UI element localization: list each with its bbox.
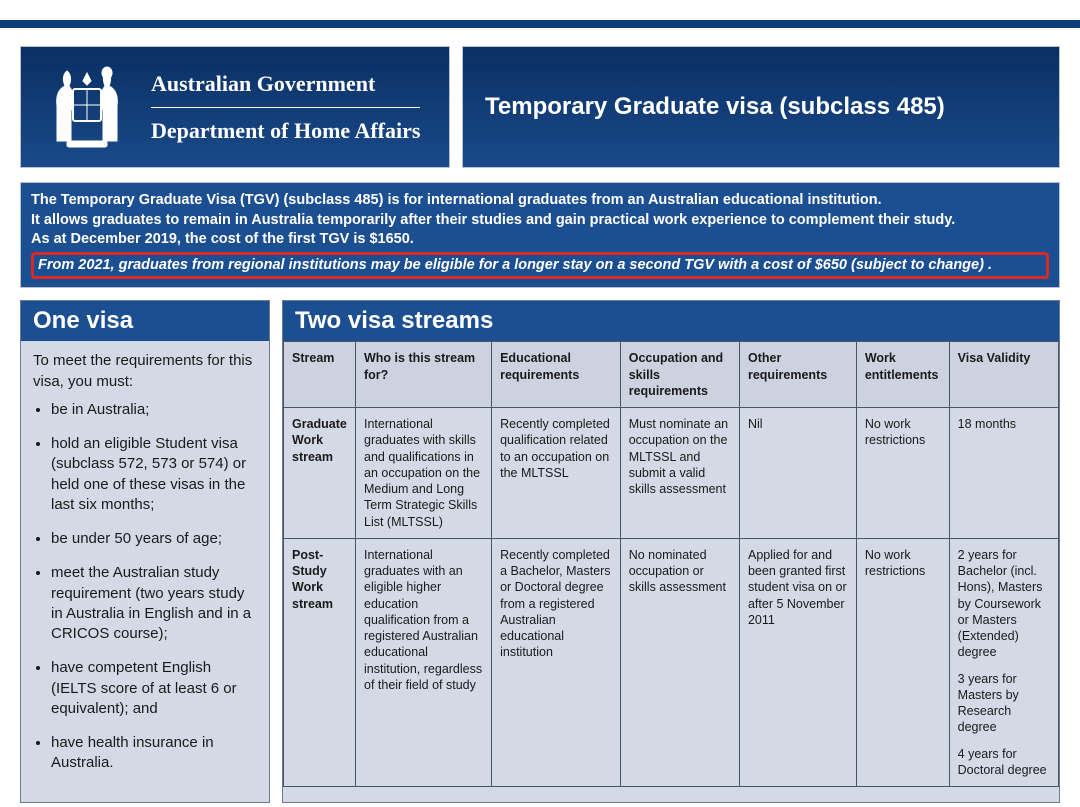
intro-box: The Temporary Graduate Visa (TGV) (subcl… <box>20 182 1060 288</box>
cell-stream: Post-Study Work stream <box>284 538 356 786</box>
table-row: Post-Study Work stream International gra… <box>284 538 1059 786</box>
col-work: Work entitlements <box>856 342 949 408</box>
two-streams-heading: Two visa streams <box>283 301 1059 341</box>
cell-occupation: Must nominate an occupation on the MLTSS… <box>620 408 739 539</box>
cell-other: Nil <box>739 408 856 539</box>
page-content: Australian Government Department of Home… <box>0 28 1080 803</box>
intro-line-3: As at December 2019, the cost of the fir… <box>31 230 1049 250</box>
intro-highlight: From 2021, graduates from regional insti… <box>31 252 1049 280</box>
cell-educational: Recently completed qualification related… <box>492 408 621 539</box>
cell-work: No work restrictions <box>856 538 949 786</box>
one-visa-body: To meet the requirements for this visa, … <box>21 341 269 801</box>
list-item: hold an eligible Student visa (subclass … <box>51 434 257 515</box>
col-who: Who is this stream for? <box>356 342 492 408</box>
coat-of-arms-icon <box>37 61 137 153</box>
page-title: Temporary Graduate visa (subclass 485) <box>485 93 945 121</box>
gov-line-2: Department of Home Affairs <box>151 118 420 144</box>
header-left-panel: Australian Government Department of Home… <box>20 46 450 168</box>
col-stream: Stream <box>284 342 356 408</box>
gov-line-1: Australian Government <box>151 71 420 108</box>
intro-line-2: It allows graduates to remain in Austral… <box>31 211 1049 231</box>
table-row: Graduate Work stream International gradu… <box>284 408 1059 539</box>
cell-other: Applied for and been granted first stude… <box>739 538 856 786</box>
list-item: have competent English (IELTS score of a… <box>51 658 257 719</box>
intro-line-1: The Temporary Graduate Visa (TGV) (subcl… <box>31 191 1049 211</box>
validity-part: 4 years for Doctoral degree <box>958 747 1047 777</box>
columns: One visa To meet the requirements for th… <box>20 300 1060 802</box>
header-right-panel: Temporary Graduate visa (subclass 485) <box>462 46 1060 168</box>
col-occupation: Occupation and skills requirements <box>620 342 739 408</box>
one-visa-panel: One visa To meet the requirements for th… <box>20 300 270 802</box>
validity-part: 3 years for Masters by Research degree <box>958 672 1019 735</box>
list-item: have health insurance in Australia. <box>51 733 257 774</box>
col-other: Other requirements <box>739 342 856 408</box>
list-item: meet the Australian study requirement (t… <box>51 563 257 644</box>
cell-occupation: No nominated occupation or skills assess… <box>620 538 739 786</box>
two-streams-panel: Two visa streams Stream Who is this stre… <box>282 300 1060 802</box>
one-visa-lead: To meet the requirements for this visa, … <box>33 351 257 392</box>
cell-work: No work restrictions <box>856 408 949 539</box>
col-validity: Visa Validity <box>949 342 1058 408</box>
cell-validity: 2 years for Bachelor (incl. Hons), Maste… <box>949 538 1058 786</box>
one-visa-bullets: be in Australia; hold an eligible Studen… <box>33 400 257 774</box>
streams-table: Stream Who is this stream for? Education… <box>283 341 1059 787</box>
cell-who: International graduates with skills and … <box>356 408 492 539</box>
table-header-row: Stream Who is this stream for? Education… <box>284 342 1059 408</box>
one-visa-heading: One visa <box>21 301 269 341</box>
cell-educational: Recently completed a Bachelor, Masters o… <box>492 538 621 786</box>
validity-part: 2 years for Bachelor (incl. Hons), Maste… <box>958 548 1043 660</box>
col-educational: Educational requirements <box>492 342 621 408</box>
gov-text: Australian Government Department of Home… <box>151 71 420 144</box>
list-item: be in Australia; <box>51 400 257 420</box>
list-item: be under 50 years of age; <box>51 529 257 549</box>
cell-stream: Graduate Work stream <box>284 408 356 539</box>
top-band <box>0 0 1080 28</box>
cell-who: International graduates with an eligible… <box>356 538 492 786</box>
header-row: Australian Government Department of Home… <box>20 46 1060 168</box>
cell-validity: 18 months <box>949 408 1058 539</box>
